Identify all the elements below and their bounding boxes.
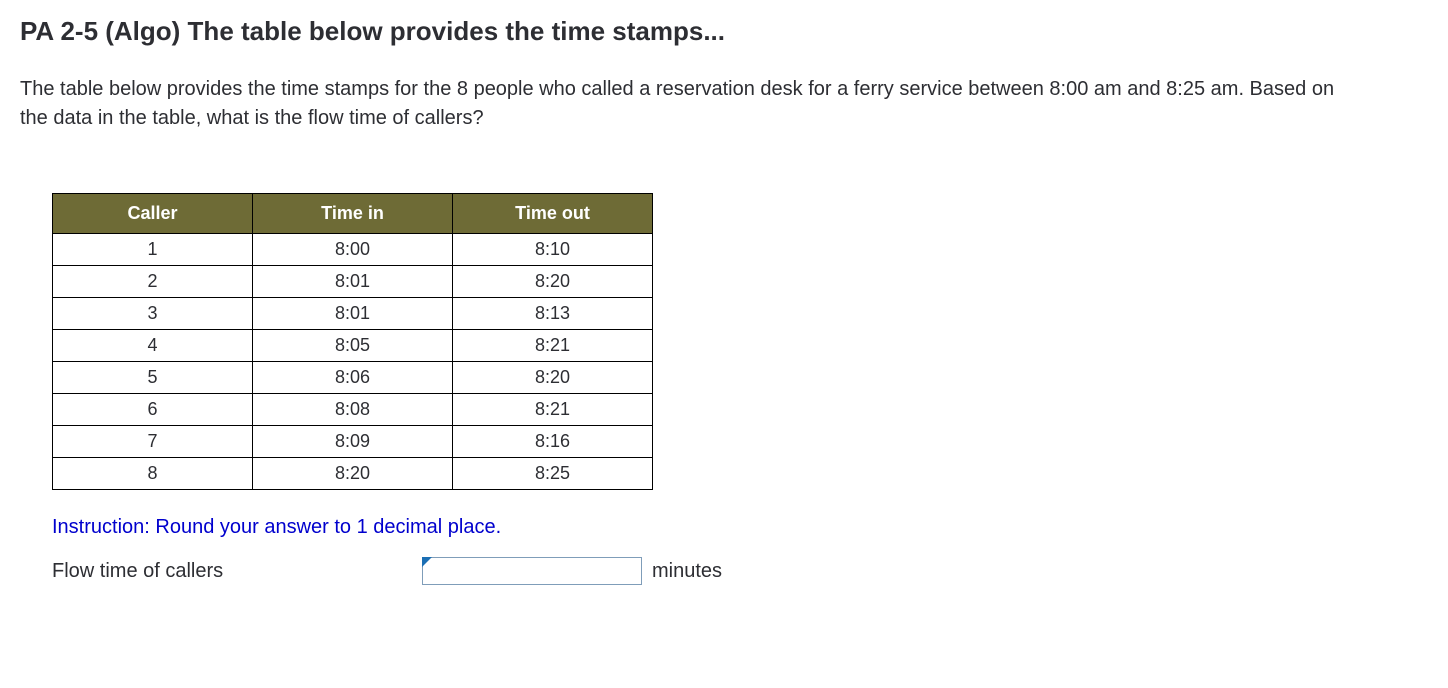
cell-time-in: 8:09 [253, 426, 453, 458]
cell-time-in: 8:20 [253, 458, 453, 490]
table-row: 3 8:01 8:13 [53, 298, 653, 330]
instruction-text: Instruction: Round your answer to 1 deci… [52, 516, 1428, 539]
question-prompt: The table below provides the time stamps… [20, 75, 1360, 133]
cell-time-in: 8:01 [253, 266, 453, 298]
data-table-wrap: Caller Time in Time out 1 8:00 8:10 2 8:… [52, 193, 1428, 490]
table-row: 4 8:05 8:21 [53, 330, 653, 362]
col-header-time-out: Time out [453, 194, 653, 234]
table-row: 8 8:20 8:25 [53, 458, 653, 490]
cell-time-out: 8:21 [453, 394, 653, 426]
answer-input-wrap [422, 557, 642, 585]
cell-time-out: 8:16 [453, 426, 653, 458]
cell-time-in: 8:00 [253, 234, 453, 266]
cell-time-out: 8:21 [453, 330, 653, 362]
cell-caller: 3 [53, 298, 253, 330]
cell-caller: 4 [53, 330, 253, 362]
col-header-caller: Caller [53, 194, 253, 234]
cell-time-in: 8:01 [253, 298, 453, 330]
cell-time-in: 8:08 [253, 394, 453, 426]
table-row: 6 8:08 8:21 [53, 394, 653, 426]
answer-label: Flow time of callers [52, 560, 422, 583]
answer-unit: minutes [652, 560, 722, 583]
cell-time-in: 8:05 [253, 330, 453, 362]
cell-time-out: 8:20 [453, 362, 653, 394]
cell-caller: 5 [53, 362, 253, 394]
cell-time-out: 8:10 [453, 234, 653, 266]
cell-caller: 7 [53, 426, 253, 458]
table-row: 7 8:09 8:16 [53, 426, 653, 458]
cell-caller: 8 [53, 458, 253, 490]
cell-time-out: 8:25 [453, 458, 653, 490]
cell-caller: 1 [53, 234, 253, 266]
cell-time-out: 8:13 [453, 298, 653, 330]
flow-time-input[interactable] [422, 557, 642, 585]
question-title: PA 2-5 (Algo) The table below provides t… [20, 16, 1428, 47]
data-table: Caller Time in Time out 1 8:00 8:10 2 8:… [52, 193, 653, 490]
cell-time-out: 8:20 [453, 266, 653, 298]
table-row: 5 8:06 8:20 [53, 362, 653, 394]
table-row: 2 8:01 8:20 [53, 266, 653, 298]
answer-row: Flow time of callers minutes [52, 557, 1428, 585]
table-body: 1 8:00 8:10 2 8:01 8:20 3 8:01 8:13 4 8:… [53, 234, 653, 490]
col-header-time-in: Time in [253, 194, 453, 234]
table-row: 1 8:00 8:10 [53, 234, 653, 266]
cell-caller: 2 [53, 266, 253, 298]
cell-caller: 6 [53, 394, 253, 426]
table-header-row: Caller Time in Time out [53, 194, 653, 234]
question-page: PA 2-5 (Algo) The table below provides t… [0, 0, 1448, 585]
cell-time-in: 8:06 [253, 362, 453, 394]
